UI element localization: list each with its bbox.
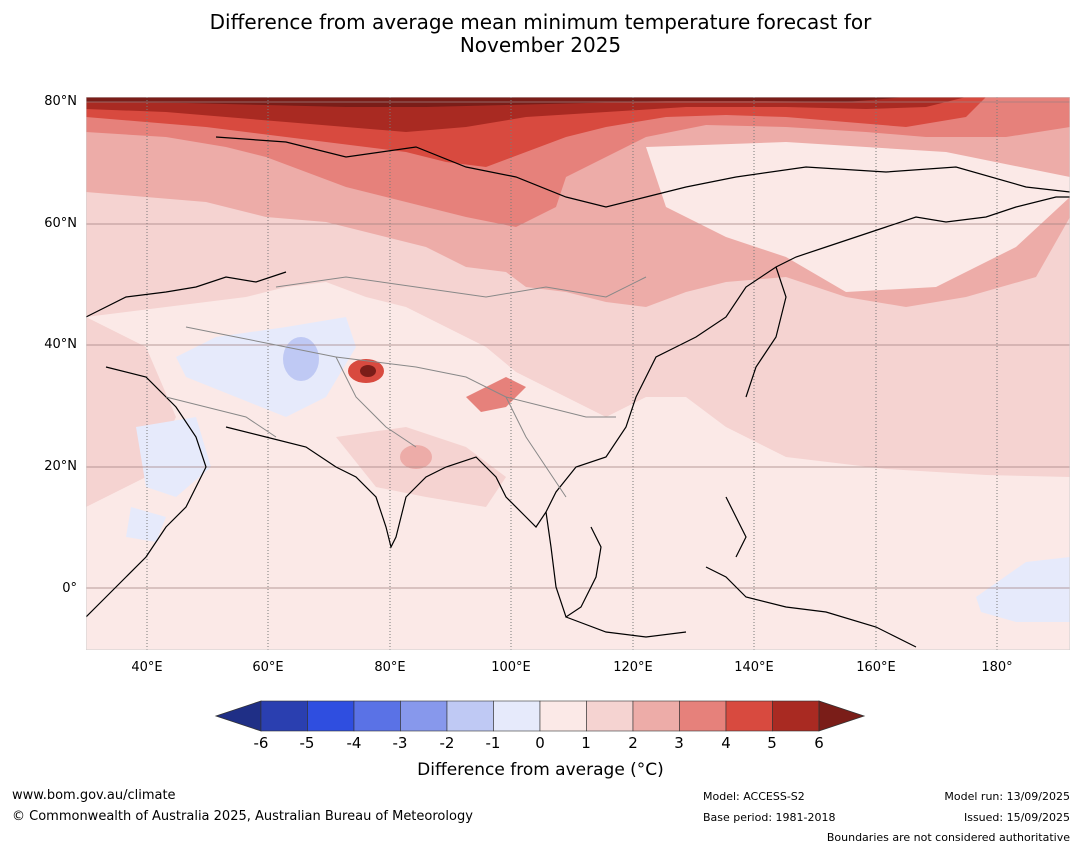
anomaly-tibet-core xyxy=(360,365,376,377)
country-borders xyxy=(165,276,647,498)
colorbar-tick-neg6: -6 xyxy=(253,734,269,752)
colorbar-tick-neg2: -2 xyxy=(439,734,455,752)
map-title-line2: November 2025 xyxy=(459,33,622,57)
colorbar-swatch xyxy=(400,700,448,732)
footer-model: Model: ACCESS-S2 xyxy=(703,790,805,803)
lon-label-140e: 140°E xyxy=(734,660,774,675)
footer-disclaimer: Boundaries are not considered authoritat… xyxy=(826,831,1070,844)
footer-base-period: Base period: 1981-2018 xyxy=(703,811,836,824)
lat-label-40n: 40°N xyxy=(44,337,77,352)
colorbar xyxy=(214,700,866,732)
colorbar-swatch xyxy=(772,700,820,732)
colorbar-tick-5: 5 xyxy=(767,734,777,752)
anomaly-neg-horn-africa xyxy=(126,507,166,542)
lon-label-180: 180° xyxy=(981,660,1013,675)
anomaly-0-1-east-siberia xyxy=(646,142,1070,292)
colorbar-tick-neg4: -4 xyxy=(346,734,362,752)
colorbar-swatch xyxy=(307,700,355,732)
colorbar-swatch xyxy=(586,700,634,732)
colorbar-tick-0: 0 xyxy=(535,734,545,752)
map-latitude-lines xyxy=(86,101,1070,589)
lon-label-80e: 80°E xyxy=(374,660,406,675)
anomaly-bengal-patch xyxy=(400,445,432,469)
colorbar-tick-neg1: -1 xyxy=(485,734,501,752)
footer-copyright: © Commonwealth of Australia 2025, Austra… xyxy=(12,809,473,824)
lat-label-20n: 20°N xyxy=(44,459,77,474)
lat-label-60n: 60°N xyxy=(44,216,77,231)
footer-model-run: Model run: 13/09/2025 xyxy=(944,790,1070,803)
forecast-map-svg xyxy=(85,96,1071,651)
forecast-map xyxy=(85,96,1071,651)
coastlines xyxy=(85,136,1071,648)
colorbar-swatch xyxy=(446,700,494,732)
map-title-line1: Difference from average mean minimum tem… xyxy=(209,10,872,34)
colorbar-extend-low xyxy=(214,700,262,732)
footer-issued: Issued: 15/09/2025 xyxy=(963,811,1070,824)
colorbar-title: Difference from average (°C) xyxy=(417,760,664,780)
colorbar-tick-2: 2 xyxy=(628,734,638,752)
colorbar-tick-neg5: -5 xyxy=(299,734,315,752)
lon-label-60e: 60°E xyxy=(252,660,284,675)
colorbar-tick-4: 4 xyxy=(721,734,731,752)
anomaly-neg-arabia xyxy=(136,417,211,497)
anomaly-neg-pacific xyxy=(976,557,1070,622)
colorbar-swatch xyxy=(260,700,308,732)
lat-label-equator: 0° xyxy=(62,581,77,596)
colorbar-swatch xyxy=(539,700,587,732)
colorbar-swatch xyxy=(632,700,680,732)
lon-label-120e: 120°E xyxy=(613,660,653,675)
lon-label-40e: 40°E xyxy=(131,660,163,675)
colorbar-extend-high xyxy=(818,700,866,732)
colorbar-tick-1: 1 xyxy=(581,734,591,752)
footer-website: www.bom.gov.au/climate xyxy=(12,788,176,803)
colorbar-swatch xyxy=(725,700,773,732)
lon-label-160e: 160°E xyxy=(856,660,896,675)
lat-label-80n: 80°N xyxy=(44,94,77,109)
colorbar-swatch xyxy=(353,700,401,732)
colorbar-swatch xyxy=(493,700,541,732)
colorbar-tick-3: 3 xyxy=(674,734,684,752)
colorbar-tick-neg3: -3 xyxy=(392,734,408,752)
colorbar-tick-6: 6 xyxy=(814,734,824,752)
lon-label-100e: 100°E xyxy=(491,660,531,675)
anomaly-neg-tajik xyxy=(283,337,319,381)
colorbar-swatch xyxy=(679,700,727,732)
